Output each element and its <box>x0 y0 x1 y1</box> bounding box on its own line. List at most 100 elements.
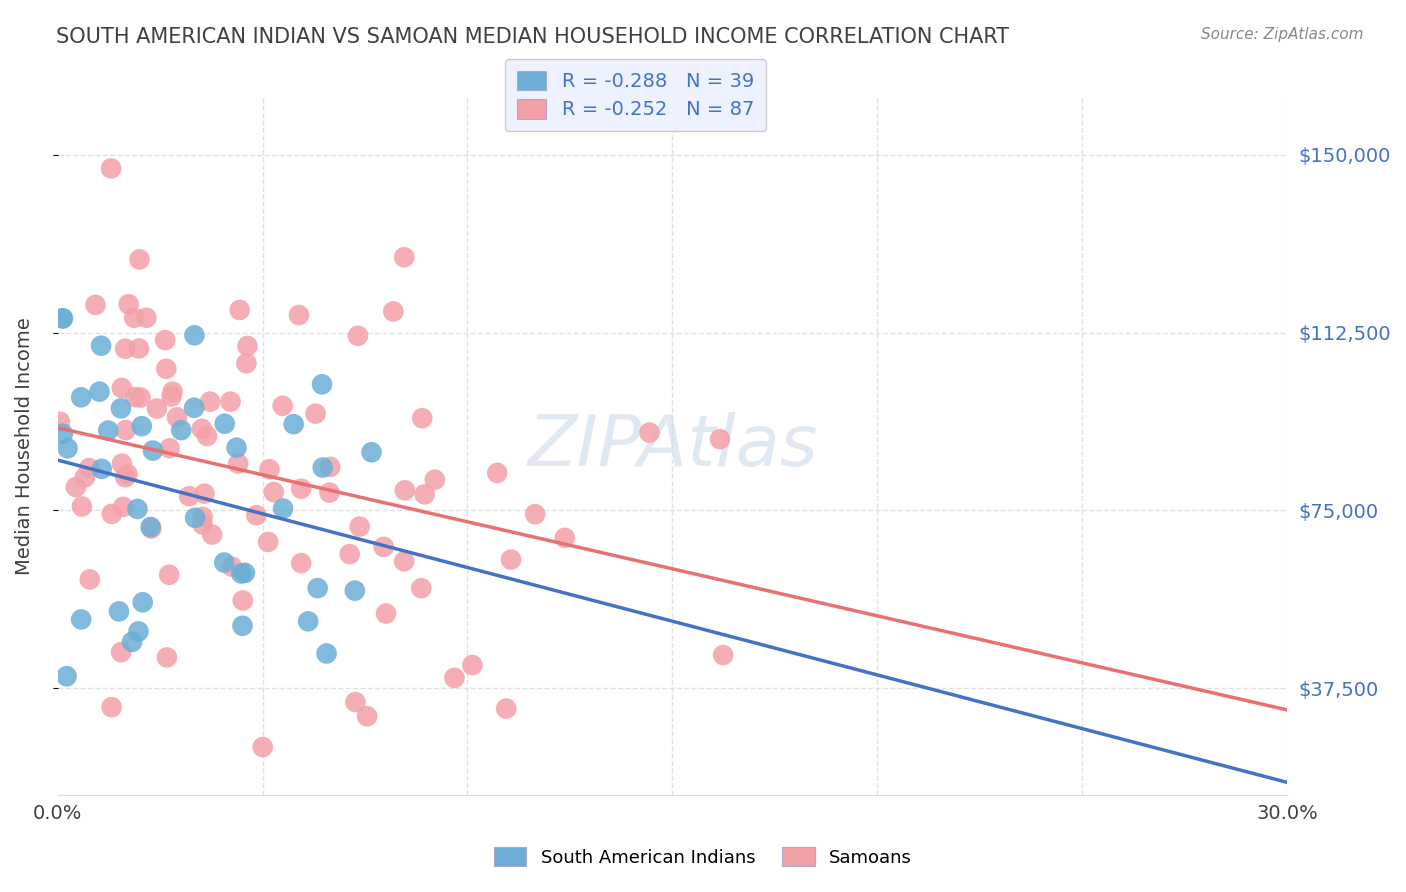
Legend: R = -0.288   N = 39, R = -0.252   N = 87: R = -0.288 N = 39, R = -0.252 N = 87 <box>505 59 766 131</box>
Point <box>127 624 149 639</box>
Point <box>108 604 131 618</box>
Point <box>111 381 134 395</box>
Point <box>70 390 93 404</box>
Point <box>319 459 342 474</box>
Point <box>90 339 112 353</box>
Point <box>121 635 143 649</box>
Point <box>160 389 183 403</box>
Point <box>339 547 361 561</box>
Point <box>135 310 157 325</box>
Point <box>127 502 149 516</box>
Point <box>344 695 367 709</box>
Point <box>100 700 122 714</box>
Point <box>343 583 366 598</box>
Point <box>461 658 484 673</box>
Point <box>212 556 235 570</box>
Point <box>225 441 247 455</box>
Text: Source: ZipAtlas.com: Source: ZipAtlas.com <box>1201 27 1364 42</box>
Point <box>413 487 436 501</box>
Point <box>392 250 415 264</box>
Point <box>349 519 371 533</box>
Point <box>114 342 136 356</box>
Point <box>170 423 193 437</box>
Y-axis label: Median Household Income: Median Household Income <box>15 318 34 575</box>
Point <box>195 429 218 443</box>
Point <box>49 415 72 429</box>
Point <box>347 328 370 343</box>
Point <box>232 593 254 607</box>
Point <box>235 356 257 370</box>
Point <box>394 483 416 498</box>
Point <box>318 485 340 500</box>
Point <box>307 581 329 595</box>
Point <box>131 419 153 434</box>
Point <box>77 461 100 475</box>
Point <box>129 391 152 405</box>
Point <box>233 566 256 580</box>
Point <box>290 482 312 496</box>
Point <box>117 467 139 482</box>
Point <box>183 328 205 343</box>
Point <box>711 648 734 662</box>
Point <box>283 417 305 432</box>
Point <box>638 425 661 440</box>
Point <box>257 535 280 549</box>
Point <box>219 394 242 409</box>
Point <box>84 298 107 312</box>
Point <box>89 384 111 399</box>
Point <box>112 500 135 514</box>
Point <box>524 507 547 521</box>
Point <box>191 517 214 532</box>
Point <box>304 407 326 421</box>
Point <box>51 311 73 326</box>
Point <box>373 540 395 554</box>
Point <box>142 443 165 458</box>
Point <box>114 470 136 484</box>
Point <box>56 442 79 456</box>
Text: SOUTH AMERICAN INDIAN VS SAMOAN MEDIAN HOUSEHOLD INCOME CORRELATION CHART: SOUTH AMERICAN INDIAN VS SAMOAN MEDIAN H… <box>56 27 1010 46</box>
Point <box>128 342 150 356</box>
Point <box>245 508 267 523</box>
Point <box>55 669 77 683</box>
Point <box>73 470 96 484</box>
Point <box>65 480 87 494</box>
Point <box>128 252 150 267</box>
Text: ZIPAtlas: ZIPAtlas <box>527 412 818 481</box>
Point <box>162 384 184 399</box>
Point <box>709 432 731 446</box>
Point <box>52 311 75 326</box>
Point <box>252 740 274 755</box>
Point <box>231 566 253 581</box>
Point <box>411 411 433 425</box>
Point <box>166 410 188 425</box>
Point <box>423 473 446 487</box>
Point <box>201 527 224 541</box>
Point <box>183 401 205 415</box>
Point <box>311 377 333 392</box>
Legend: South American Indians, Samoans: South American Indians, Samoans <box>486 840 920 874</box>
Point <box>159 441 181 455</box>
Point <box>411 581 433 595</box>
Point <box>443 671 465 685</box>
Point <box>290 556 312 570</box>
Point <box>382 304 405 318</box>
Point <box>184 510 207 524</box>
Point <box>179 489 201 503</box>
Point <box>111 457 134 471</box>
Point <box>228 303 250 318</box>
Point <box>198 394 221 409</box>
Point <box>110 645 132 659</box>
Point <box>191 509 214 524</box>
Point <box>356 709 378 723</box>
Point <box>315 647 337 661</box>
Point <box>499 552 522 566</box>
Point <box>139 520 162 534</box>
Point <box>271 501 294 516</box>
Point <box>231 619 253 633</box>
Point <box>221 559 243 574</box>
Point <box>97 424 120 438</box>
Point <box>554 531 576 545</box>
Point <box>156 650 179 665</box>
Point <box>486 466 509 480</box>
Point <box>124 390 146 404</box>
